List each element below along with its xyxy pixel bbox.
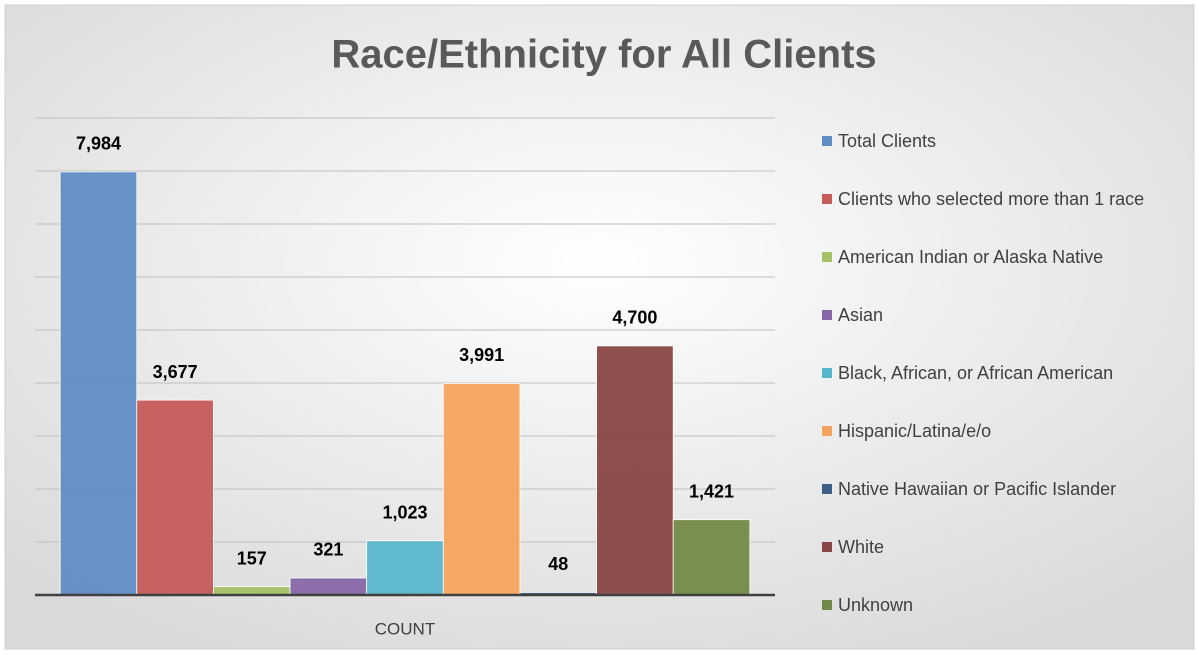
legend-item: Asian (822, 301, 1182, 329)
chart-title: Race/Ethnicity for All Clients (331, 33, 876, 77)
data-label: 48 (548, 554, 568, 574)
legend-swatch (822, 542, 832, 552)
legend-swatch (822, 600, 832, 610)
legend-item: Total Clients (822, 127, 1182, 155)
legend-swatch (822, 252, 832, 262)
legend-swatch (822, 310, 832, 320)
data-label: 1,023 (382, 503, 427, 523)
legend-item: Hispanic/Latina/e/o (822, 417, 1182, 445)
legend-label: Clients who selected more than 1 race (838, 189, 1145, 209)
legend-item: White (822, 533, 1182, 561)
bar (59, 171, 138, 596)
legend-label: Black, African, or African American (838, 363, 1114, 383)
data-label: 4,700 (612, 308, 657, 328)
bar (136, 399, 214, 596)
legend-swatch (822, 426, 832, 436)
bar (442, 383, 521, 596)
legend-item: Native Hawaiian or Pacific Islander (822, 475, 1182, 503)
legend-item: Unknown (822, 591, 1182, 619)
legend-item: Black, African, or African American (822, 359, 1182, 387)
x-tick-label: COUNT (375, 619, 435, 638)
legend-item: American Indian or Alaska Native (822, 243, 1182, 271)
legend-label: Total Clients (838, 131, 937, 151)
data-label: 321 (313, 540, 343, 560)
bar (366, 540, 444, 596)
legend-swatch (822, 484, 832, 494)
legend-label: Asian (838, 305, 884, 325)
legend-item: Clients who selected more than 1 race (822, 185, 1182, 213)
legend-swatch (822, 194, 832, 204)
data-label: 3,991 (459, 345, 504, 365)
legend-label: Unknown (838, 595, 914, 615)
legend-swatch (822, 368, 832, 378)
data-label: 3,677 (153, 362, 198, 382)
data-label: 7,984 (76, 134, 121, 154)
legend-label: American Indian or Alaska Native (838, 247, 1104, 267)
data-label: 157 (237, 548, 267, 568)
legend-swatch (822, 136, 832, 146)
bar (672, 519, 751, 596)
legend-label: Hispanic/Latina/e/o (838, 421, 992, 441)
data-label: 1,421 (689, 481, 734, 501)
bar (596, 345, 674, 596)
legend-label: White (838, 537, 885, 557)
bar (289, 577, 368, 596)
legend-label: Native Hawaiian or Pacific Islander (838, 479, 1117, 499)
